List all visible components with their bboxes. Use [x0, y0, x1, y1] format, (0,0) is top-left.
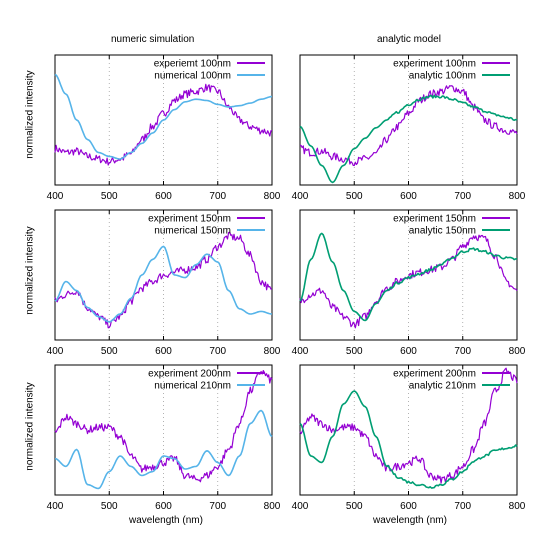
legend-label: experiment 150nm [393, 214, 476, 225]
legend-label: experiment 150nm [148, 214, 231, 225]
panel-3-2: 400 500 600 700 800 experiment 200nmanalytic … [292, 364, 526, 512]
series-line-experiment [299, 85, 518, 167]
ylabel-row3: normalized intensity [24, 382, 36, 471]
panel-3-1: 400 500 600 700 800 experiment 200nmnumerical… [47, 364, 281, 512]
x-tick-label: 700 [454, 191, 471, 202]
series-line-experiment [299, 234, 518, 329]
x-tick-label: 600 [155, 501, 172, 512]
x-tick-label: 400 [292, 501, 309, 512]
ylabel-row1: normalized intensity [24, 70, 36, 159]
x-tick-label: 500 [346, 501, 363, 512]
legend-label: numerical 100nm [154, 71, 231, 82]
x-tick-label: 600 [155, 191, 172, 202]
x-tick-label: 700 [454, 346, 471, 357]
panel-2-2: 400 500 600 700 800 experiment 150nmanalytic … [292, 209, 526, 357]
column-title-numeric: numeric simulation [111, 34, 195, 45]
xlabel-right: wavelength (nm) [373, 515, 447, 526]
series-line-analytic [299, 232, 518, 322]
column-title-analytic: analytic model [377, 34, 441, 45]
x-tick-label: 500 [346, 191, 363, 202]
x-tick-label: 800 [264, 346, 281, 357]
panel-1-1: 400 500 600 700 800 experiemt 100nmnumerical … [47, 54, 281, 202]
series-line-experiment [54, 370, 273, 483]
x-tick-label: 600 [400, 501, 417, 512]
x-tick-label: 400 [292, 346, 309, 357]
legend-label: numerical 150nm [154, 226, 231, 237]
series-line-experiment [54, 231, 273, 329]
legend-label: analytic 210nm [409, 381, 476, 392]
x-tick-label: 800 [264, 501, 281, 512]
x-tick-label: 800 [509, 346, 526, 357]
legend-label: analytic 100nm [409, 71, 476, 82]
x-tick-label: 800 [264, 191, 281, 202]
x-tick-label: 600 [400, 346, 417, 357]
x-tick-label: 400 [47, 501, 64, 512]
x-tick-label: 400 [292, 191, 309, 202]
series-line-numerical [54, 409, 273, 490]
x-tick-label: 600 [400, 191, 417, 202]
series-line-numerical [54, 245, 273, 323]
x-tick-label: 700 [209, 501, 226, 512]
x-tick-label: 400 [47, 346, 64, 357]
series-line-analytic [299, 94, 518, 184]
ylabel-row2: normalized intensity [24, 226, 36, 315]
panel-1-2: 400 500 600 700 800 experiment 100nmanalytic … [292, 54, 526, 202]
x-tick-label: 700 [209, 191, 226, 202]
x-tick-label: 500 [101, 346, 118, 357]
x-tick-label: 700 [454, 501, 471, 512]
legend-label: experiment 200nm [393, 369, 476, 380]
legend-label: numerical 210nm [154, 381, 231, 392]
x-tick-label: 700 [209, 346, 226, 357]
series-line-numerical [54, 73, 273, 160]
x-tick-label: 800 [509, 501, 526, 512]
x-tick-label: 500 [101, 501, 118, 512]
x-tick-label: 400 [47, 191, 64, 202]
x-tick-label: 500 [346, 346, 363, 357]
legend-label: experiment 100nm [393, 59, 476, 70]
xlabel-left: wavelength (nm) [129, 515, 203, 526]
legend-label: experiment 200nm [148, 369, 231, 380]
panel-2-1: 400 500 600 700 800 experiment 150nmnumerical… [47, 209, 281, 357]
legend-label: analytic 150nm [409, 226, 476, 237]
x-tick-label: 600 [155, 346, 172, 357]
x-tick-label: 800 [509, 191, 526, 202]
series-line-analytic [299, 390, 518, 489]
x-tick-label: 500 [101, 191, 118, 202]
legend-label: experiemt 100nm [154, 59, 231, 70]
series-line-experiment [54, 83, 273, 166]
